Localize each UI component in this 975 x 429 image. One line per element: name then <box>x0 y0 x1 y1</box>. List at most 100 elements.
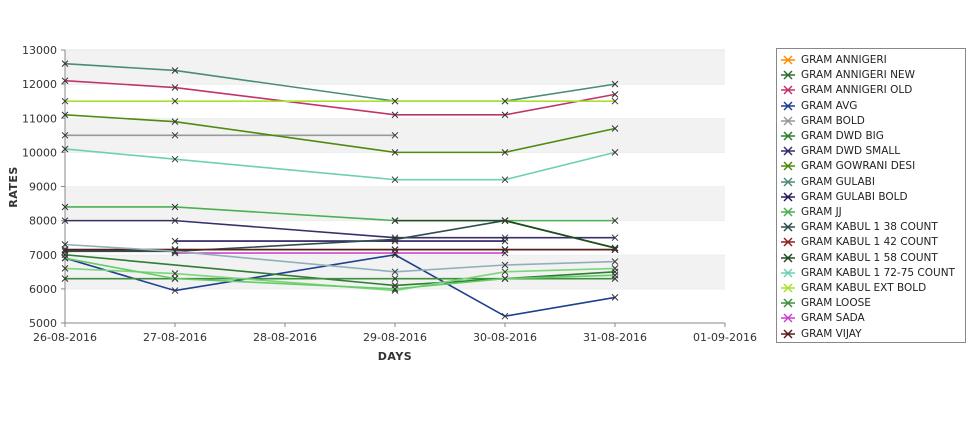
data-point-marker <box>611 125 619 132</box>
grid-band <box>65 152 725 187</box>
legend-marker-icon <box>781 161 795 171</box>
series-16 <box>61 97 619 105</box>
legend-item: GRAM SADA <box>781 311 865 325</box>
legend-marker-icon <box>781 101 795 111</box>
legend-item: GRAM GOWRANI DESI <box>781 159 915 173</box>
legend-label: GRAM AVG <box>801 99 858 112</box>
data-point-marker <box>611 149 619 156</box>
legend-item: GRAM ANNIGERI OLD <box>781 83 912 97</box>
legend-label: GRAM KABUL 1 42 COUNT <box>801 236 938 249</box>
grid-band <box>65 186 725 221</box>
data-point-marker <box>611 217 619 224</box>
data-point-marker <box>171 287 179 294</box>
legend-label: GRAM GULABI BOLD <box>801 190 908 203</box>
data-point-marker <box>391 275 399 282</box>
legend-marker-icon <box>781 207 795 217</box>
x-tick-label: 30-08-2016 <box>473 331 537 344</box>
data-point-marker <box>611 246 619 253</box>
data-point-marker <box>611 265 619 272</box>
data-point-marker <box>501 149 509 156</box>
data-point-marker <box>501 268 509 276</box>
y-tick-label: 7000 <box>29 249 57 262</box>
plot-background <box>65 49 725 323</box>
legend-marker-icon <box>781 70 795 80</box>
legend: GRAM ANNIGERI GRAM ANNIGERI NEW GRAM ANNIG… <box>776 48 966 343</box>
legend-item: GRAM KABUL 1 42 COUNT <box>781 235 938 249</box>
data-point-marker <box>61 77 69 85</box>
legend-marker-icon <box>781 222 795 232</box>
legend-item: GRAM AVG <box>781 99 857 113</box>
series-3 <box>61 77 619 119</box>
legend-marker-icon <box>781 131 795 141</box>
data-point-marker <box>171 217 179 224</box>
legend-label: GRAM BOLD <box>801 114 865 127</box>
data-point-marker <box>611 258 619 265</box>
data-point-marker <box>391 236 399 243</box>
x-tick-label: 26-08-2016 <box>33 331 97 344</box>
data-point-marker <box>61 111 69 119</box>
legend-label: GRAM ANNIGERI OLD <box>801 84 913 97</box>
legend-item: GRAM BOLD <box>781 114 865 128</box>
series-20 <box>61 241 619 276</box>
data-point-marker <box>501 176 509 184</box>
data-point-marker <box>391 285 399 293</box>
data-point-marker <box>61 217 69 224</box>
data-point-marker <box>611 97 619 105</box>
legend-item: GRAM KABUL EXT BOLD <box>781 281 926 295</box>
legend-marker-icon <box>781 146 795 156</box>
x-tick-label: 28-08-2016 <box>253 331 317 344</box>
legend-item: GRAM DWD BIG <box>781 129 884 143</box>
series-15 <box>61 145 619 184</box>
legend-label: GRAM DWD SMALL <box>801 145 901 158</box>
data-point-marker <box>501 261 509 269</box>
data-point-marker <box>171 97 179 105</box>
data-point-marker <box>501 312 509 320</box>
legend-label: GRAM ANNIGERI NEW <box>801 69 915 82</box>
y-axis-title: RATES <box>7 166 20 208</box>
legend-marker-icon <box>781 298 795 308</box>
legend-label: GRAM LOOSE <box>801 297 871 310</box>
legend-label: GRAM ANNIGERI <box>801 54 887 66</box>
series-22 <box>61 254 619 293</box>
legend-item: GRAM ANNIGERI NEW <box>781 68 915 82</box>
legend-label: GRAM KABUL EXT BOLD <box>801 282 927 294</box>
legend-label: GRAM GOWRANI DESI <box>801 160 916 173</box>
data-point-marker <box>61 254 69 262</box>
data-point-marker <box>611 80 619 88</box>
data-point-marker <box>61 131 69 139</box>
legend-item: GRAM KABUL 1 38 COUNT <box>781 220 938 234</box>
x-tick-label: 01-09-2016 <box>693 331 757 344</box>
x-axis: 26-08-2016 27-08-2016 28-08-2016 29-08-2016… <box>33 322 757 344</box>
data-point-marker <box>611 91 619 98</box>
data-point-marker <box>171 270 179 277</box>
legend-marker-icon <box>781 313 795 323</box>
y-axis: 5000 6000 7000 8000 9000 10000 11000 12000 13000 <box>22 44 66 330</box>
legend-label: GRAM KABUL 1 58 COUNT <box>801 251 938 264</box>
data-point-marker <box>391 268 399 276</box>
data-point-marker <box>171 67 179 74</box>
data-point-marker <box>61 203 69 211</box>
legend-item: GRAM KABUL 1 58 COUNT <box>781 251 938 265</box>
data-point-marker <box>171 84 179 91</box>
legend-item: GRAM GULABI <box>781 175 875 189</box>
data-point-marker <box>61 265 69 272</box>
data-point-marker <box>171 247 179 255</box>
legend-marker-icon <box>781 329 795 339</box>
y-tick-label: 11000 <box>22 112 57 125</box>
series-5 <box>61 131 399 139</box>
legend-label: GRAM GULABI <box>801 175 875 188</box>
legend-item: GRAM LOOSE <box>781 296 871 310</box>
legend-label: GRAM JJ <box>801 206 842 218</box>
y-tick-label: 8000 <box>29 215 57 228</box>
series-8 <box>61 111 619 156</box>
data-point-marker <box>171 118 179 126</box>
data-point-marker <box>61 145 69 153</box>
legend-item: GRAM ANNIGERI <box>781 53 887 67</box>
series-layer <box>61 60 619 320</box>
grid-band <box>65 288 725 323</box>
data-point-marker <box>391 149 399 156</box>
data-point-marker <box>501 237 509 245</box>
legend-item: GRAM VIJAY <box>781 327 862 341</box>
legend-item: GRAM JJ <box>781 205 842 219</box>
